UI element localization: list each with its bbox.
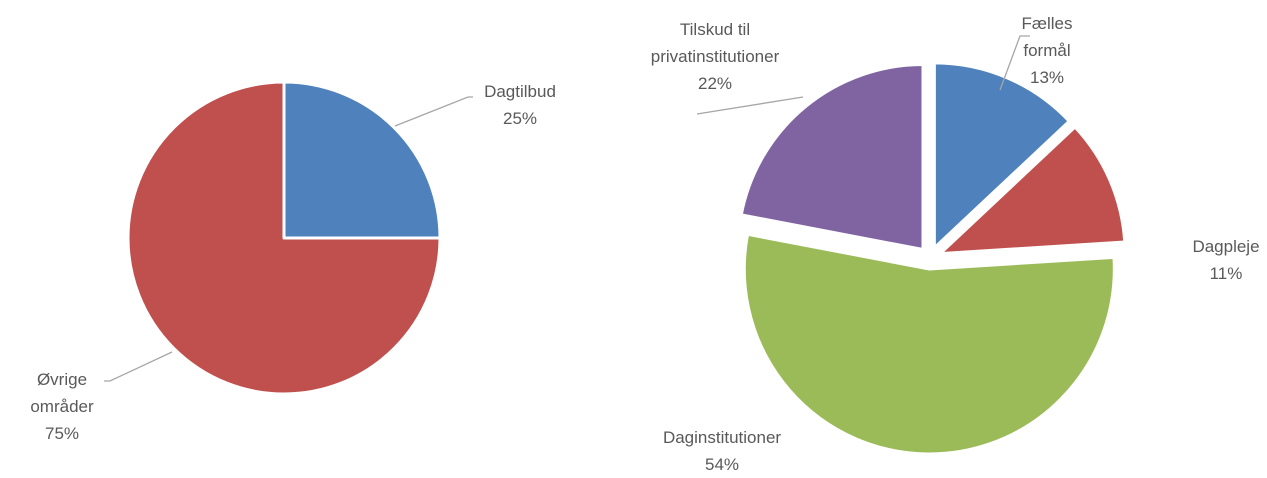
leader-line [999, 35, 1030, 91]
value-label: 25% [502, 109, 538, 128]
value-label: 75% [44, 424, 80, 443]
value-label: 13% [1029, 68, 1065, 87]
data-label: Øvrige områder 75% [22, 366, 102, 447]
data-label: Daginstitutioner 54% [622, 424, 822, 478]
pie-slice [282, 80, 442, 240]
leader-line [696, 96, 804, 115]
value-label: 54% [704, 455, 740, 474]
data-label: Dagpleje 11% [1176, 233, 1267, 287]
leader-line [104, 351, 173, 382]
pie-slice [742, 232, 1116, 456]
data-label: Fælles formål 13% [1007, 10, 1087, 91]
pie-slice [938, 125, 1127, 256]
leader-line [394, 96, 473, 127]
pie-slice [126, 80, 442, 396]
pie-slice [932, 61, 1071, 250]
category-label: Dagtilbud [484, 82, 556, 101]
pie-slice [739, 63, 925, 252]
data-label: Tilskud til privatinstitutioner 22% [628, 16, 803, 97]
category-label: Daginstitutioner [662, 428, 782, 447]
value-label: 22% [697, 74, 733, 93]
category-label: Tilskud til privatinstitutioner [650, 20, 780, 66]
data-label: Dagtilbud 25% [460, 78, 580, 132]
category-label: Fælles formål [1021, 14, 1073, 60]
category-label: Dagpleje [1192, 237, 1260, 256]
category-label: Øvrige områder [30, 370, 94, 416]
value-label: 11% [1209, 264, 1243, 283]
